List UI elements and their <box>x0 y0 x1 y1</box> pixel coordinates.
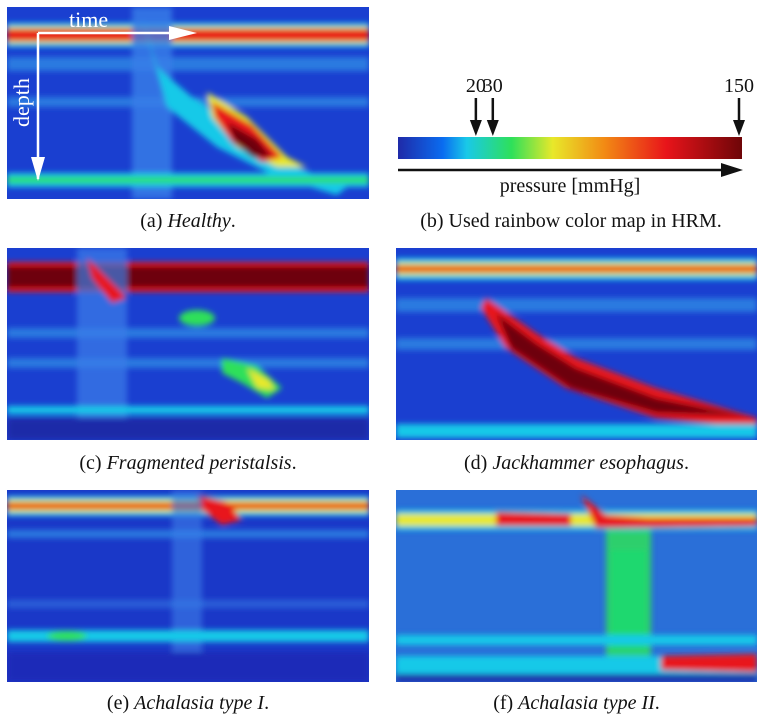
caption-b: (b) Used rainbow color map in HRM. <box>385 210 757 233</box>
caption-a: (a) Healthy. <box>7 210 369 233</box>
caption-e: (e) Achalasia type I. <box>7 692 369 715</box>
caption-b-label: (b) <box>420 210 444 232</box>
panel-a-healthy: time depth <box>7 7 369 199</box>
panel-d-jackhammer <box>396 248 757 440</box>
caption-a-label: (a) <box>140 210 163 232</box>
caption-d-name: Jackhammer esophagus <box>492 452 684 474</box>
axis-label-time: time <box>69 7 108 32</box>
hrm-plot-jackhammer <box>396 248 757 440</box>
hrm-plot-achalasia-1 <box>7 490 369 682</box>
caption-e-name: Achalasia type I <box>134 692 265 714</box>
caption-e-suffix: . <box>264 692 270 714</box>
colormap-bar <box>398 137 742 159</box>
colormap-tick-label-30: 30 <box>483 75 503 97</box>
colormap-tick-head-20 <box>469 120 482 136</box>
caption-a-name: Healthy <box>167 210 231 232</box>
panel-c-fragmented <box>7 248 369 440</box>
panel-b-colormap: 20 30 150 pressure [mmHg] <box>385 60 757 200</box>
caption-f-name: Achalasia type II <box>518 692 655 714</box>
caption-f-suffix: . <box>654 692 660 714</box>
caption-c: (c) Fragmented peristalsis. <box>7 452 369 475</box>
colormap-tick-head-150 <box>733 120 745 136</box>
panel-f-achalasia-2 <box>396 490 757 682</box>
axis-label-depth: depth <box>9 78 34 127</box>
caption-f: (f) Achalasia type II. <box>396 692 757 715</box>
caption-c-label: (c) <box>79 452 102 474</box>
panel-e-achalasia-1 <box>7 490 369 682</box>
caption-e-label: (e) <box>106 692 130 714</box>
colormap-label: pressure [mmHg] <box>500 175 641 197</box>
caption-b-text: Used rainbow color map in HRM. <box>448 210 722 232</box>
caption-a-suffix: . <box>230 210 236 232</box>
hrm-plot-achalasia-2 <box>396 490 757 682</box>
caption-c-name: Fragmented peristalsis <box>106 452 292 474</box>
hrm-plot-fragmented <box>7 248 369 440</box>
colormap-tick-head-30 <box>486 120 499 136</box>
colormap-tick-label-150: 150 <box>724 75 754 97</box>
caption-d-label: (d) <box>464 452 488 474</box>
caption-f-label: (f) <box>493 692 514 714</box>
hrm-plot-healthy: time depth <box>7 7 369 199</box>
caption-d: (d) Jackhammer esophagus. <box>396 452 757 475</box>
caption-c-suffix: . <box>291 452 297 474</box>
colormap-tick-label-20: 20 <box>466 75 486 97</box>
caption-d-suffix: . <box>683 452 689 474</box>
